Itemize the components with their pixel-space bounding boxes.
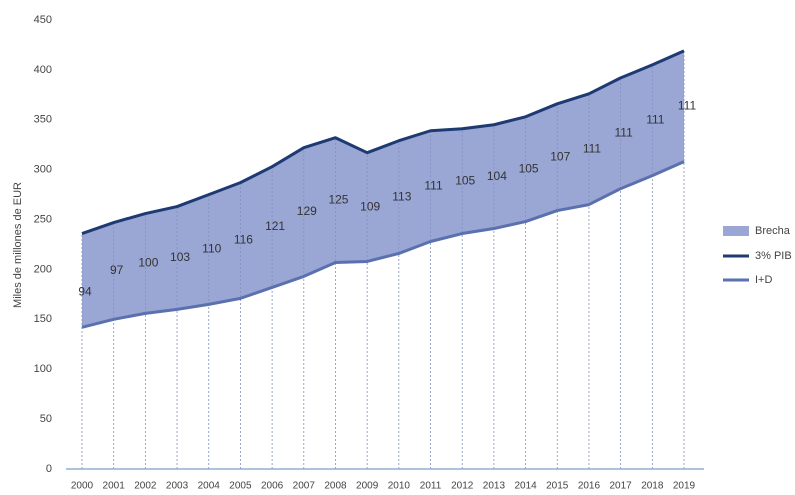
x-tick-label: 2007 — [293, 481, 316, 492]
data-label: 105 — [455, 173, 475, 187]
data-label: 113 — [392, 189, 411, 203]
x-tick-label: 2000 — [71, 481, 94, 492]
y-axis-label: Miles de millones de EUR — [12, 182, 24, 308]
data-label: 105 — [519, 161, 539, 175]
line — [81, 160, 685, 329]
data-label: 116 — [234, 233, 253, 247]
x-tick-label: 2017 — [610, 481, 633, 492]
data-label: 97 — [110, 263, 124, 277]
x-tick-label: 2009 — [356, 481, 379, 492]
x-tick-label: 2001 — [103, 481, 126, 492]
y-tick-label: 450 — [34, 14, 52, 26]
data-label: 94 — [78, 285, 92, 299]
line — [81, 49, 685, 235]
y-tick-label: 350 — [34, 114, 52, 126]
x-tick-label: 2016 — [578, 481, 601, 492]
x-tick-label: 2008 — [324, 481, 347, 492]
legend-label: I+D — [755, 274, 772, 286]
gap-area — [82, 50, 684, 328]
data-label: 111 — [615, 125, 634, 139]
data-label: 107 — [550, 149, 570, 163]
x-tick-label: 2003 — [166, 481, 189, 492]
data-label: 129 — [297, 204, 317, 218]
x-tick-label: 2004 — [198, 481, 221, 492]
data-label: 109 — [360, 199, 380, 213]
legend-label: Brecha — [755, 225, 791, 237]
y-tick-label: 300 — [34, 164, 52, 176]
y-tick-label: 0 — [46, 463, 52, 475]
y-tick-label: 400 — [34, 64, 52, 76]
data-label: 111 — [583, 141, 602, 155]
y-tick-label: 150 — [34, 313, 52, 325]
data-label: 103 — [170, 250, 190, 264]
data-label: 104 — [487, 169, 507, 183]
data-label: 125 — [328, 192, 348, 206]
y-tick-label: 50 — [40, 413, 52, 425]
x-tick-label: 2015 — [546, 481, 569, 492]
x-tick-label: 2006 — [261, 481, 284, 492]
data-label: 111 — [646, 112, 665, 126]
legend-swatch — [723, 226, 749, 236]
data-label: 111 — [424, 178, 443, 192]
x-tick-label: 2011 — [420, 481, 442, 492]
data-label: 100 — [138, 256, 158, 270]
x-tick-label: 2012 — [451, 481, 474, 492]
data-label: 111 — [678, 98, 697, 112]
x-tick-label: 2018 — [641, 481, 664, 492]
x-tick-label: 2014 — [514, 481, 537, 492]
y-tick-label: 200 — [34, 263, 52, 275]
x-tick-label: 2019 — [673, 481, 696, 492]
x-tick-label: 2010 — [388, 481, 411, 492]
x-tick-label: 2005 — [229, 481, 252, 492]
y-tick-label: 100 — [34, 363, 52, 375]
y-tick-label: 250 — [34, 213, 52, 225]
x-tick-label: 2013 — [483, 481, 506, 492]
data-label: 110 — [202, 242, 221, 256]
x-tick-label: 2002 — [134, 481, 157, 492]
legend-label: 3% PIB — [755, 250, 792, 262]
data-label: 121 — [265, 219, 285, 233]
